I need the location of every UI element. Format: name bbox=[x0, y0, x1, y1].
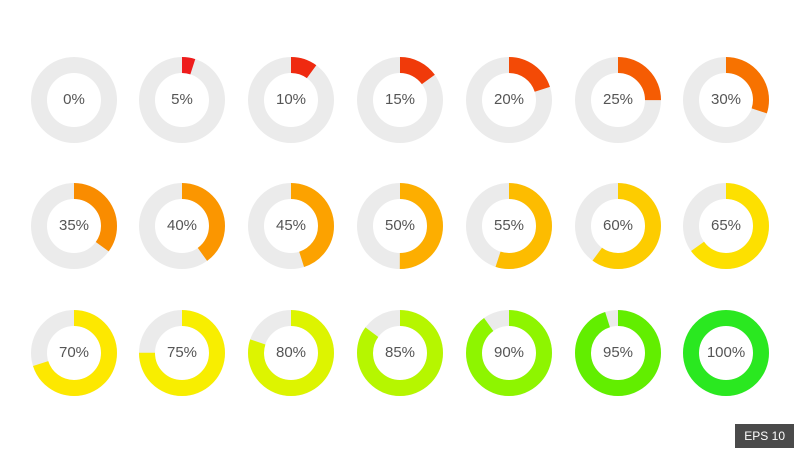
ring-label: 70% bbox=[58, 344, 90, 361]
progress-ring-60: 60% bbox=[574, 182, 662, 270]
ring-graphic bbox=[466, 310, 552, 396]
progress-ring-55: 55% bbox=[465, 182, 553, 270]
ring-graphic bbox=[248, 183, 334, 269]
ring-label: 25% bbox=[602, 91, 634, 108]
ring-label: 55% bbox=[493, 217, 525, 234]
ring-progress-arc bbox=[248, 57, 334, 143]
progress-ring-35: 35% bbox=[30, 182, 118, 270]
ring-graphic bbox=[139, 310, 225, 396]
progress-ring-25: 25% bbox=[574, 56, 662, 144]
ring-progress-arc bbox=[139, 57, 225, 143]
ring-graphic bbox=[139, 57, 225, 143]
ring-progress-arc bbox=[683, 310, 769, 396]
ring-progress-arc bbox=[248, 183, 334, 269]
ring-graphic bbox=[575, 57, 661, 143]
progress-ring-85: 85% bbox=[356, 309, 444, 397]
progress-ring-90: 90% bbox=[465, 309, 553, 397]
ring-graphic bbox=[466, 57, 552, 143]
ring-graphic bbox=[466, 183, 552, 269]
ring-graphic bbox=[357, 183, 443, 269]
ring-graphic bbox=[683, 310, 769, 396]
ring-label: 65% bbox=[710, 217, 742, 234]
progress-ring-15: 15% bbox=[356, 56, 444, 144]
ring-progress-arc bbox=[357, 57, 443, 143]
progress-ring-95: 95% bbox=[574, 309, 662, 397]
ring-graphic bbox=[683, 57, 769, 143]
ring-graphic bbox=[357, 310, 443, 396]
progress-ring-65: 65% bbox=[682, 182, 770, 270]
progress-ring-50: 50% bbox=[356, 182, 444, 270]
progress-ring-10: 10% bbox=[247, 56, 335, 144]
progress-ring-80: 80% bbox=[247, 309, 335, 397]
ring-progress-arc bbox=[139, 310, 225, 396]
ring-label: 75% bbox=[166, 344, 198, 361]
ring-label: 0% bbox=[63, 91, 85, 108]
ring-progress-arc bbox=[683, 183, 769, 269]
ring-progress-arc bbox=[357, 310, 443, 396]
ring-progress-arc bbox=[575, 310, 661, 396]
progress-ring-75: 75% bbox=[138, 309, 226, 397]
ring-progress-arc bbox=[575, 57, 661, 143]
ring-progress-arc bbox=[466, 183, 552, 269]
ring-graphic bbox=[31, 310, 117, 396]
progress-ring-45: 45% bbox=[247, 182, 335, 270]
ring-label: 95% bbox=[602, 344, 634, 361]
ring-label: 100% bbox=[706, 344, 746, 361]
ring-label: 10% bbox=[275, 91, 307, 108]
ring-progress-arc bbox=[466, 310, 552, 396]
ring-label: 80% bbox=[275, 344, 307, 361]
ring-graphic bbox=[139, 183, 225, 269]
ring-label: 50% bbox=[384, 217, 416, 234]
ring-label: 15% bbox=[384, 91, 416, 108]
ring-label: 40% bbox=[166, 217, 198, 234]
ring-graphic bbox=[683, 183, 769, 269]
eps-badge: EPS 10 bbox=[735, 424, 794, 448]
ring-label: 5% bbox=[171, 91, 193, 108]
ring-label: 60% bbox=[602, 217, 634, 234]
ring-graphic bbox=[31, 183, 117, 269]
progress-ring-100: 100% bbox=[682, 309, 770, 397]
ring-progress-arc bbox=[31, 310, 117, 396]
ring-label: 20% bbox=[493, 91, 525, 108]
ring-progress-arc bbox=[248, 310, 334, 396]
progress-ring-5: 5% bbox=[138, 56, 226, 144]
ring-label: 90% bbox=[493, 344, 525, 361]
progress-ring-70: 70% bbox=[30, 309, 118, 397]
progress-ring-40: 40% bbox=[138, 182, 226, 270]
ring-progress-arc bbox=[575, 183, 661, 269]
ring-progress-arc bbox=[139, 183, 225, 269]
progress-ring-30: 30% bbox=[682, 56, 770, 144]
ring-graphic bbox=[357, 57, 443, 143]
ring-label: 85% bbox=[384, 344, 416, 361]
ring-progress-arc bbox=[683, 57, 769, 143]
ring-progress-arc bbox=[357, 183, 443, 269]
ring-track bbox=[31, 57, 117, 143]
ring-label: 45% bbox=[275, 217, 307, 234]
ring-progress-arc bbox=[31, 183, 117, 269]
ring-graphic bbox=[248, 310, 334, 396]
ring-graphic bbox=[575, 183, 661, 269]
ring-label: 35% bbox=[58, 217, 90, 234]
progress-ring-0: 0% bbox=[30, 56, 118, 144]
ring-graphic bbox=[248, 57, 334, 143]
ring-graphic bbox=[575, 310, 661, 396]
ring-graphic bbox=[31, 57, 117, 143]
ring-label: 30% bbox=[710, 91, 742, 108]
progress-ring-20: 20% bbox=[465, 56, 553, 144]
ring-progress-arc bbox=[466, 57, 552, 143]
